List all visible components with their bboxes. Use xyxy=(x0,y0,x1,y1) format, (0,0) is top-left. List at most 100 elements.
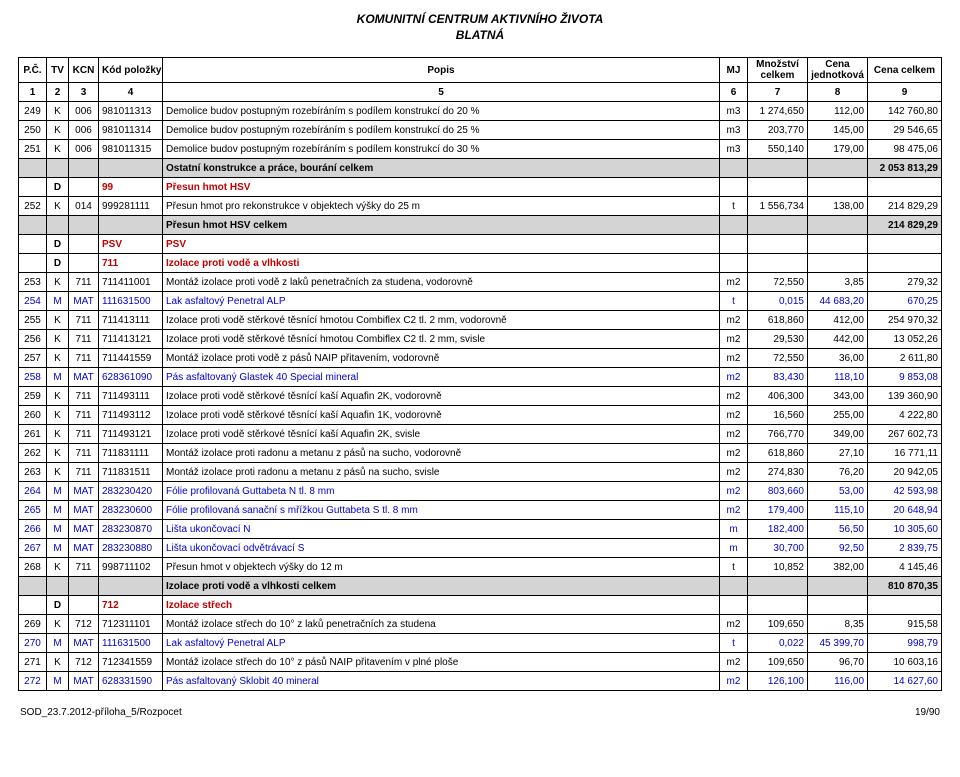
cell-kcn xyxy=(69,178,99,197)
cell-mj: t xyxy=(720,197,748,216)
cell-kcn xyxy=(69,159,99,178)
cell-tv: M xyxy=(47,482,69,501)
cell-tv: K xyxy=(47,311,69,330)
cell-kod: 628361090 xyxy=(99,368,163,387)
cell-total: 810 870,35 xyxy=(868,577,942,596)
cell-kcn: 712 xyxy=(69,615,99,634)
cell-pc xyxy=(19,159,47,178)
cell-mj xyxy=(720,159,748,178)
cell-mj: m2 xyxy=(720,672,748,691)
cell-desc: Izolace proti vodě a vlhkosti xyxy=(163,254,720,273)
table-row: 259K711711493111Izolace proti vodě stěrk… xyxy=(19,387,942,406)
cell-tv: K xyxy=(47,425,69,444)
cell-qty: 203,770 xyxy=(748,121,808,140)
cell-kcn xyxy=(69,577,99,596)
cell-total xyxy=(868,254,942,273)
h-cenaj: Cena jednotková xyxy=(808,58,868,83)
title-line1: KOMUNITNÍ CENTRUM AKTIVNÍHO ŽIVOTA xyxy=(357,12,604,26)
cell-unit: 27,10 xyxy=(808,444,868,463)
h-popis: Popis xyxy=(163,58,720,83)
cell-kcn: 711 xyxy=(69,311,99,330)
cell-desc: Montáž izolace proti radonu a metanu z p… xyxy=(163,444,720,463)
cell-pc: 260 xyxy=(19,406,47,425)
cell-tv: D xyxy=(47,254,69,273)
cell-mj: m2 xyxy=(720,406,748,425)
cell-pc: 266 xyxy=(19,520,47,539)
cell-pc: 254 xyxy=(19,292,47,311)
cell-qty: 83,430 xyxy=(748,368,808,387)
cell-pc: 259 xyxy=(19,387,47,406)
cell-kod: 711411001 xyxy=(99,273,163,292)
cell-desc: Izolace proti vodě stěrkové těsnící kaší… xyxy=(163,406,720,425)
cell-mj: m2 xyxy=(720,615,748,634)
cell-desc: Montáž izolace proti vodě z laků penetra… xyxy=(163,273,720,292)
cell-desc: Montáž izolace střech do 10° z pásů NAIP… xyxy=(163,653,720,672)
table-row: Izolace proti vodě a vlhkosti celkem810 … xyxy=(19,577,942,596)
cell-tv: K xyxy=(47,197,69,216)
cell-pc: 262 xyxy=(19,444,47,463)
cell-unit xyxy=(808,577,868,596)
cell-pc: 255 xyxy=(19,311,47,330)
cell-unit: 343,00 xyxy=(808,387,868,406)
table-row: DPSVPSV xyxy=(19,235,942,254)
cell-kcn: MAT xyxy=(69,501,99,520)
cell-code: 99 xyxy=(99,178,163,197)
cell-total: 670,25 xyxy=(868,292,942,311)
cell-tv: M xyxy=(47,520,69,539)
cell-mj: m3 xyxy=(720,102,748,121)
cell-unit: 412,00 xyxy=(808,311,868,330)
cell-mj: m2 xyxy=(720,349,748,368)
cell-unit xyxy=(808,596,868,615)
cell-qty xyxy=(748,254,808,273)
cell-qty xyxy=(748,216,808,235)
cell-kcn: 711 xyxy=(69,273,99,292)
cell-mj: m2 xyxy=(720,387,748,406)
cell-mj xyxy=(720,235,748,254)
cell-pc xyxy=(19,216,47,235)
cell-qty: 1 274,650 xyxy=(748,102,808,121)
cell-pc: 252 xyxy=(19,197,47,216)
cell-kcn: MAT xyxy=(69,482,99,501)
table-row: 251K006981011315Demolice budov postupným… xyxy=(19,140,942,159)
cell-kod: 981011315 xyxy=(99,140,163,159)
cell-desc: Izolace proti vodě stěrkové těsnící kaší… xyxy=(163,425,720,444)
table-row: 267MMAT283230880Lišta ukončovací odvětrá… xyxy=(19,539,942,558)
cell-qty: 550,140 xyxy=(748,140,808,159)
cell-unit: 349,00 xyxy=(808,425,868,444)
cell-total xyxy=(868,235,942,254)
cell-total: 10 603,16 xyxy=(868,653,942,672)
cell-desc: Montáž izolace proti vodě z pásů NAIP př… xyxy=(163,349,720,368)
cell-pc: 272 xyxy=(19,672,47,691)
cell-total: 2 611,80 xyxy=(868,349,942,368)
cell-desc: Izolace proti vodě stěrkové těsnící hmot… xyxy=(163,330,720,349)
cell-kod: 283230600 xyxy=(99,501,163,520)
table-row: 264MMAT283230420Fólie profilovaná Guttab… xyxy=(19,482,942,501)
cell-unit xyxy=(808,235,868,254)
cell-kod: 283230870 xyxy=(99,520,163,539)
cell-unit xyxy=(808,159,868,178)
cell-total: 214 829,29 xyxy=(868,197,942,216)
cell-total: 214 829,29 xyxy=(868,216,942,235)
table-row: 256K711711413121Izolace proti vodě stěrk… xyxy=(19,330,942,349)
cell-code: PSV xyxy=(99,235,163,254)
cell-qty xyxy=(748,577,808,596)
cell-kcn: 711 xyxy=(69,463,99,482)
table-row: 254MMAT111631500Lak asfaltový Penetral A… xyxy=(19,292,942,311)
page-footer: SOD_23.7.2012-příloha_5/Rozpocet 19/90 xyxy=(18,707,942,718)
cell-unit: 138,00 xyxy=(808,197,868,216)
cell-tv xyxy=(47,577,69,596)
cell-desc: Pás asfaltovaný Sklobit 40 mineral xyxy=(163,672,720,691)
cell-desc: Demolice budov postupným rozebíráním s p… xyxy=(163,121,720,140)
cell-desc: Lak asfaltový Penetral ALP xyxy=(163,292,720,311)
cell-unit: 179,00 xyxy=(808,140,868,159)
cell-mj: m xyxy=(720,520,748,539)
cell-unit: 115,10 xyxy=(808,501,868,520)
cell-kod: 711493112 xyxy=(99,406,163,425)
table-row: D712Izolace střech xyxy=(19,596,942,615)
cell-pc xyxy=(19,178,47,197)
table-row: 261K711711493121Izolace proti vodě stěrk… xyxy=(19,425,942,444)
cell-kcn xyxy=(69,254,99,273)
cell-total xyxy=(868,178,942,197)
cell-qty: 803,660 xyxy=(748,482,808,501)
cell-kcn: MAT xyxy=(69,634,99,653)
